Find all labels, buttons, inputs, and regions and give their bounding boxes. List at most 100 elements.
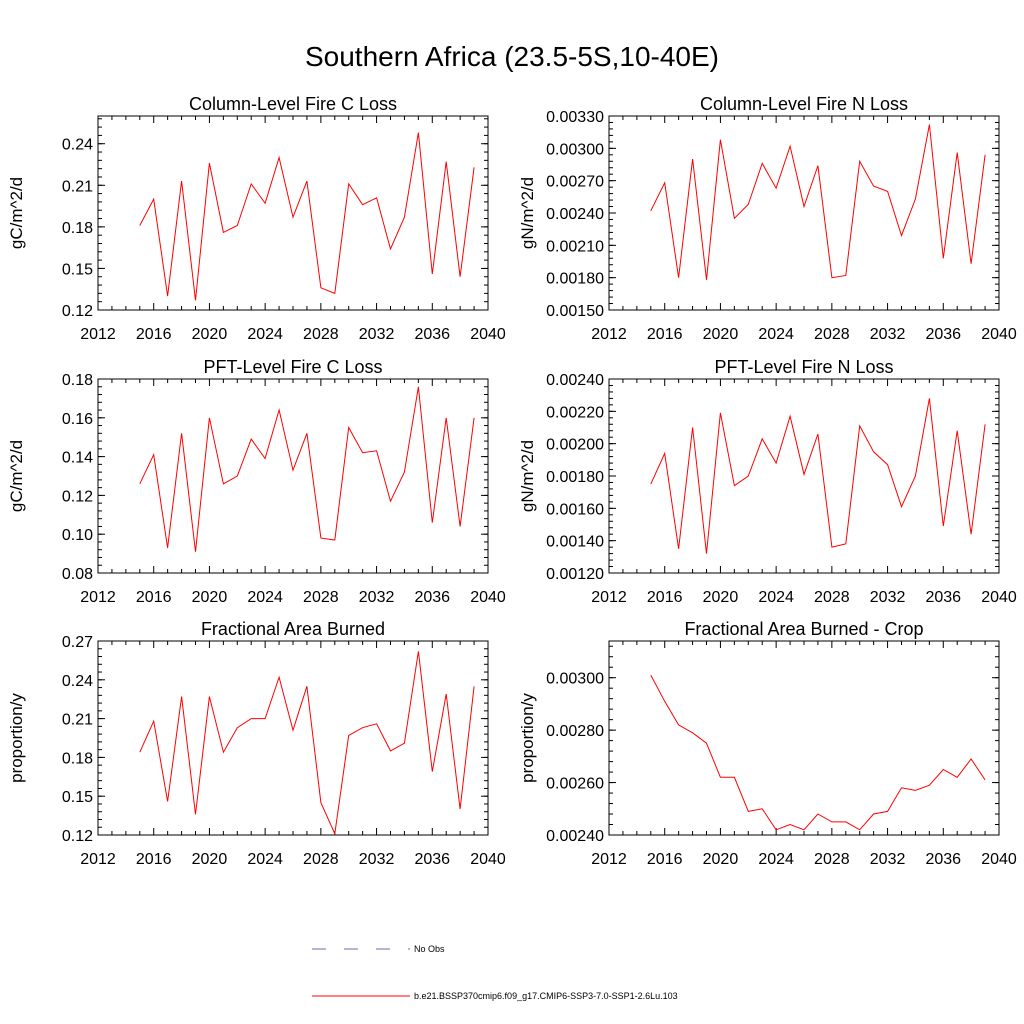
legend-label-model: b.e21.BSSP370cmip6.f09_g17.CMIP6-SSP3-7.…	[414, 991, 678, 1001]
panel-title: Fractional Area Burned	[201, 619, 385, 639]
x-tick-label: 2028	[814, 851, 850, 868]
x-tick-label: 2040	[470, 589, 506, 606]
y-tick-label: 0.15	[62, 789, 93, 806]
x-tick-label: 2020	[703, 851, 739, 868]
x-tick-label: 2016	[647, 589, 683, 606]
x-tick-label: 2040	[470, 851, 506, 868]
legend-label-no-obs: No Obs	[414, 944, 445, 954]
y-tick-label: 0.00240	[546, 372, 604, 389]
x-tick-label: 2036	[414, 851, 450, 868]
x-tick-label: 2016	[647, 326, 683, 343]
y-tick-label: 0.00270	[546, 174, 604, 191]
x-tick-label: 2036	[414, 589, 450, 606]
x-tick-label: 2020	[703, 589, 739, 606]
y-axis-label: gN/m^2/d	[518, 440, 537, 512]
x-tick-label: 2028	[303, 326, 339, 343]
x-tick-label: 2028	[814, 326, 850, 343]
y-tick-label: 0.27	[62, 634, 93, 651]
x-tick-label: 2032	[359, 851, 395, 868]
x-tick-label: 2012	[591, 851, 627, 868]
y-tick-label: 0.00220	[546, 404, 604, 421]
y-tick-label: 0.18	[62, 372, 93, 389]
y-tick-label: 0.00180	[546, 469, 604, 486]
y-tick-label: 0.18	[62, 750, 93, 767]
panel-title: Fractional Area Burned - Crop	[684, 619, 923, 639]
x-tick-label: 2012	[80, 851, 116, 868]
series-line	[139, 651, 475, 836]
plot-frame	[608, 640, 1000, 836]
chart-panel-4: PFT-Level Fire N Loss gN/m^2/d 2012 2016 202…	[518, 357, 1017, 606]
y-tick-label: 0.21	[62, 712, 93, 729]
series-line	[650, 674, 986, 831]
y-tick-label: 0.00160	[546, 501, 604, 518]
y-tick-label: 0.00280	[546, 723, 604, 740]
y-tick-label: 0.15	[62, 261, 93, 278]
x-tick-label: 2040	[981, 326, 1017, 343]
series-line	[650, 398, 986, 554]
x-tick-label: 2016	[136, 589, 172, 606]
x-tick-label: 2012	[80, 326, 116, 343]
y-tick-label: 0.00210	[546, 238, 604, 255]
y-tick-label: 0.12	[62, 303, 93, 320]
x-tick-label: 2032	[870, 851, 906, 868]
chart-panel-3: PFT-Level Fire C Loss gC/m^2/d 2012 2016 202…	[7, 357, 506, 606]
x-tick-label: 2040	[981, 589, 1017, 606]
panel-title: PFT-Level Fire N Loss	[714, 357, 893, 377]
chart-panel-1: Column-Level Fire C Loss gC/m^2/d 2012 2016…	[7, 94, 506, 343]
x-tick-label: 2036	[414, 326, 450, 343]
x-tick-label: 2012	[591, 326, 627, 343]
y-tick-label: 0.00140	[546, 534, 604, 551]
x-tick-label: 2016	[136, 326, 172, 343]
series-line	[650, 124, 986, 280]
x-tick-label: 2024	[247, 851, 283, 868]
x-tick-label: 2024	[247, 326, 283, 343]
y-tick-label: 0.14	[62, 450, 93, 467]
y-tick-label: 0.10	[62, 527, 93, 544]
x-tick-label: 2016	[647, 851, 683, 868]
panel-title: PFT-Level Fire C Loss	[203, 357, 382, 377]
x-tick-label: 2020	[192, 326, 228, 343]
legend: No Obs b.e21.BSSP370cmip6.f09_g17.CMIP6-…	[312, 944, 678, 1001]
y-tick-label: 0.24	[62, 137, 93, 154]
x-tick-label: 2032	[870, 326, 906, 343]
x-tick-label: 2020	[192, 589, 228, 606]
y-tick-label: 0.12	[62, 488, 93, 505]
y-tick-label: 0.00150	[546, 303, 604, 320]
y-tick-label: 0.24	[62, 673, 93, 690]
panel-title: Column-Level Fire N Loss	[700, 94, 908, 114]
x-tick-label: 2036	[925, 851, 961, 868]
y-tick-label: 0.00240	[546, 828, 604, 845]
y-tick-label: 0.21	[62, 178, 93, 195]
x-tick-label: 2024	[247, 589, 283, 606]
y-tick-label: 0.08	[62, 566, 93, 583]
x-tick-label: 2036	[925, 589, 961, 606]
chart-panel-2: Column-Level Fire N Loss gN/m^2/d 2012 2016…	[518, 94, 1017, 343]
x-tick-label: 2032	[359, 326, 395, 343]
series-line	[139, 386, 475, 552]
x-tick-label: 2040	[470, 326, 506, 343]
y-tick-label: 0.00300	[546, 141, 604, 158]
panel-title: Column-Level Fire C Loss	[189, 94, 397, 114]
y-tick-label: 0.00120	[546, 566, 604, 583]
y-axis-label: proportion/y	[7, 693, 26, 783]
y-axis-label: proportion/y	[518, 693, 537, 783]
figure-title: Southern Africa (23.5-5S,10-40E)	[305, 41, 719, 72]
chart-panel-5: Fractional Area Burned proportion/y 2012 20…	[7, 619, 506, 868]
y-tick-label: 0.00240	[546, 206, 604, 223]
x-tick-label: 2032	[359, 589, 395, 606]
x-tick-label: 2040	[981, 851, 1017, 868]
x-tick-label: 2020	[192, 851, 228, 868]
y-tick-label: 0.00300	[546, 671, 604, 688]
y-axis-label: gC/m^2/d	[7, 440, 26, 512]
x-tick-label: 2020	[703, 326, 739, 343]
y-tick-label: 0.18	[62, 220, 93, 237]
y-tick-label: 0.00330	[546, 109, 604, 126]
plot-frame	[608, 115, 1000, 311]
x-tick-label: 2016	[136, 851, 172, 868]
y-tick-label: 0.00180	[546, 271, 604, 288]
x-tick-label: 2028	[814, 589, 850, 606]
x-tick-label: 2024	[758, 851, 794, 868]
x-tick-label: 2032	[870, 589, 906, 606]
x-tick-label: 2012	[591, 589, 627, 606]
